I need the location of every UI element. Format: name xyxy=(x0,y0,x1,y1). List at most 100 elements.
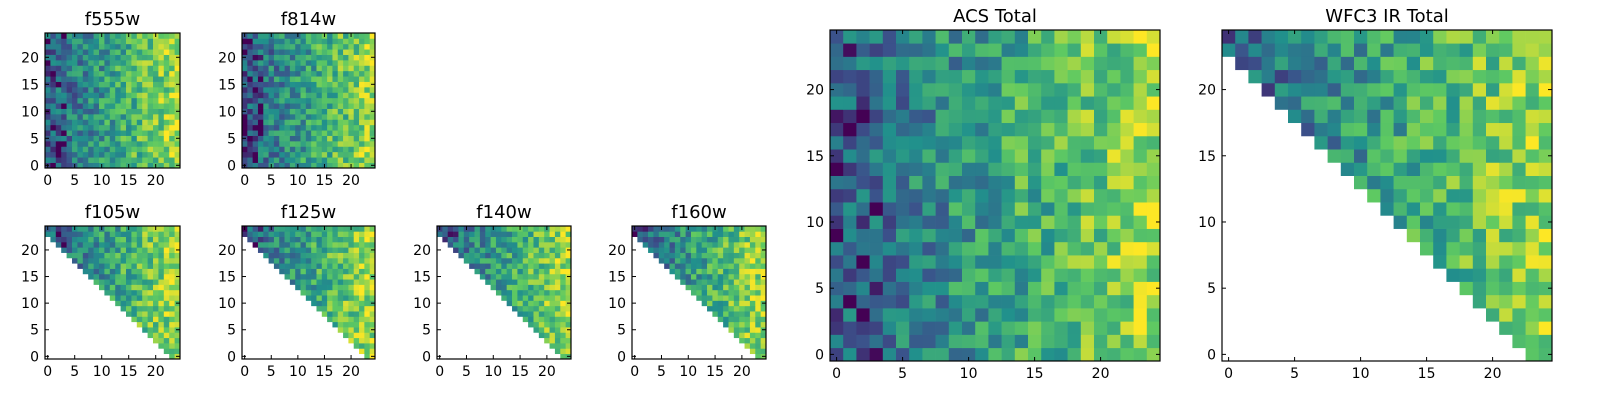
heatmap-cell xyxy=(975,202,989,216)
heatmap-cell xyxy=(755,252,761,259)
heatmap-cell xyxy=(909,162,923,176)
heatmap-cell xyxy=(696,263,703,269)
heatmap-cell xyxy=(169,337,175,344)
heatmap-cell xyxy=(158,316,165,323)
heatmap-cell xyxy=(1499,175,1513,190)
heatmap-cell xyxy=(512,247,518,253)
heatmap-cell xyxy=(1538,268,1553,282)
heatmap-cell xyxy=(1393,43,1408,57)
heatmap-cell xyxy=(1340,109,1355,124)
heatmap-cell xyxy=(506,295,513,301)
heatmap-cell xyxy=(45,231,51,237)
heatmap-cell xyxy=(252,241,259,248)
heatmap-cell xyxy=(136,157,143,163)
heatmap-cell xyxy=(279,236,285,243)
heatmap-cell xyxy=(739,257,745,264)
heatmap-cell xyxy=(295,124,301,131)
heatmap-cell xyxy=(131,108,138,115)
heatmap-cell xyxy=(1120,294,1134,309)
heatmap-cell xyxy=(1446,255,1460,269)
heatmap-cell xyxy=(364,108,371,115)
heatmap-cell xyxy=(364,226,371,232)
heatmap-cell xyxy=(869,281,884,296)
heatmap-cell xyxy=(247,81,253,88)
heatmap-cell xyxy=(174,119,181,126)
heatmap-cell xyxy=(77,87,84,93)
heatmap-cell xyxy=(348,151,355,158)
heatmap-cell xyxy=(93,236,100,243)
heatmap-cell xyxy=(300,54,307,61)
heatmap-cell xyxy=(332,114,339,120)
heatmap-cell xyxy=(337,70,344,77)
heatmap-cell xyxy=(935,175,950,190)
heatmap-cell xyxy=(549,268,556,275)
heatmap-cell xyxy=(332,38,339,45)
heatmap-cell xyxy=(343,87,349,93)
heatmap-cell xyxy=(554,305,561,312)
heatmap-cell xyxy=(115,279,121,285)
axes-frame xyxy=(436,225,572,360)
heatmap-cell xyxy=(279,247,285,253)
heatmap-cell xyxy=(82,49,89,55)
heatmap-cell xyxy=(77,151,84,158)
heatmap-cell xyxy=(136,141,143,147)
heatmap-cell xyxy=(364,252,371,259)
heatmap-cell xyxy=(321,60,328,66)
heatmap-cell xyxy=(169,70,175,77)
heatmap-cell xyxy=(337,54,344,61)
heatmap-cell xyxy=(268,247,275,253)
heatmap-cell xyxy=(565,241,572,248)
heatmap-cell xyxy=(359,327,365,333)
heatmap-cell xyxy=(479,241,486,248)
heatmap-cell xyxy=(142,162,148,169)
x-tick-label: 20 xyxy=(1484,366,1502,382)
heatmap-cell xyxy=(295,231,301,237)
heatmap-cell xyxy=(353,65,360,72)
heatmap-cell xyxy=(99,141,105,147)
heatmap-cell xyxy=(760,305,767,312)
heatmap-cell xyxy=(733,311,740,317)
heatmap-cell xyxy=(321,103,328,109)
heatmap-cell xyxy=(658,252,665,259)
heatmap-cell xyxy=(1001,321,1016,335)
heatmap-cell xyxy=(506,300,513,307)
heatmap-cell xyxy=(337,124,344,131)
heatmap-cell xyxy=(158,65,165,72)
heatmap-cell xyxy=(174,252,181,259)
heatmap-cell xyxy=(295,151,301,158)
heatmap-cell xyxy=(469,236,475,243)
heatmap-cell xyxy=(690,252,697,259)
heatmap-cell xyxy=(728,300,735,307)
heatmap-cell xyxy=(948,215,963,229)
heatmap-cell xyxy=(316,81,323,88)
heatmap-cell xyxy=(163,316,170,323)
heatmap-cell xyxy=(469,257,475,264)
heatmap-cell xyxy=(538,316,545,323)
heatmap-cell xyxy=(104,92,111,99)
heatmap-cell xyxy=(830,69,844,84)
heatmap-cell xyxy=(268,141,275,147)
heatmap-cell xyxy=(544,332,550,339)
heatmap-cell xyxy=(88,162,94,169)
heatmap-cell xyxy=(1146,334,1161,349)
heatmap-cell xyxy=(369,141,376,147)
heatmap-cell xyxy=(343,146,349,153)
heatmap-cell xyxy=(126,124,132,131)
heatmap-cell xyxy=(359,305,365,312)
heatmap-cell xyxy=(147,54,154,61)
heatmap-cell xyxy=(77,60,84,66)
heatmap-cell xyxy=(1080,30,1095,44)
heatmap-cell xyxy=(343,257,349,264)
heatmap-cell xyxy=(1340,82,1355,97)
heatmap-cell xyxy=(538,241,545,248)
heatmap-cell xyxy=(147,87,154,93)
heatmap-cell xyxy=(760,252,767,259)
x-tick-label: 5 xyxy=(267,173,276,189)
chart-title: f160w xyxy=(671,202,726,223)
heatmap-cell xyxy=(696,241,703,248)
heatmap-cell xyxy=(321,252,328,259)
heatmap-cell xyxy=(369,241,376,248)
heatmap-cell xyxy=(1433,96,1447,110)
heatmap-cell xyxy=(311,146,317,153)
heatmap-cell xyxy=(1248,43,1262,57)
